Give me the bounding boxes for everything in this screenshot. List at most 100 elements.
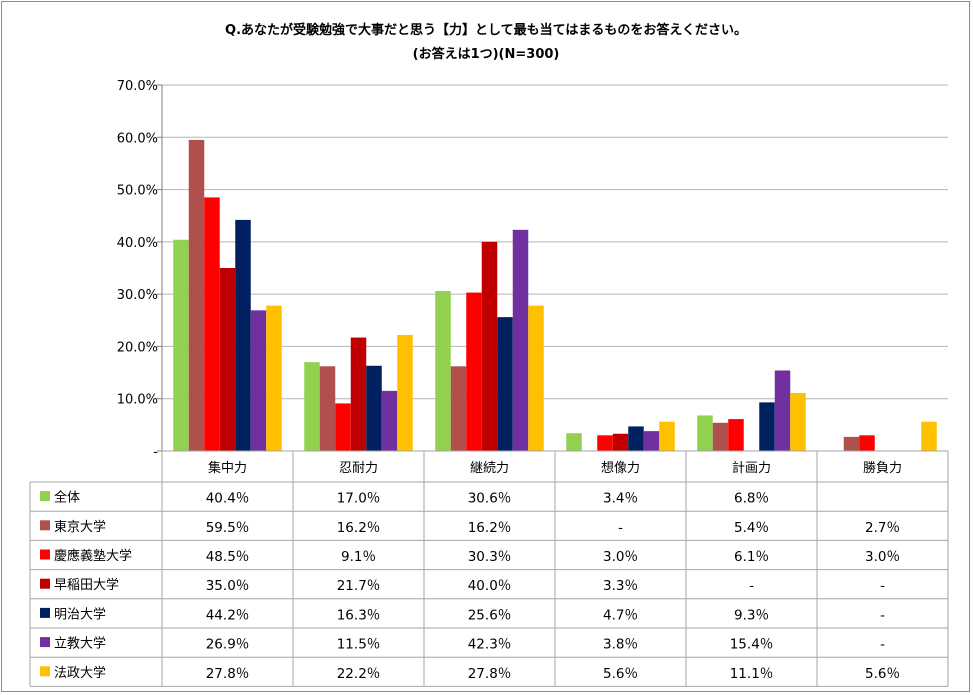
legend-swatch <box>40 520 50 531</box>
data-label: 42.3％ <box>468 637 512 653</box>
bar <box>266 305 282 451</box>
bar <box>304 362 320 451</box>
category-label: 集中力 <box>208 460 247 476</box>
bar <box>481 241 498 451</box>
bar <box>759 402 775 451</box>
bar <box>319 366 336 451</box>
data-label: 40.0％ <box>468 578 512 594</box>
legend-label: 法政大学 <box>54 665 106 681</box>
data-label: 30.3％ <box>468 549 512 565</box>
legend-swatch <box>40 578 50 589</box>
y-tick-label: 30.0% <box>117 288 158 303</box>
bar <box>497 317 513 451</box>
bar <box>435 291 451 451</box>
bar <box>659 421 675 451</box>
category-label: 勝負力 <box>863 461 902 476</box>
chart-title: Q.あなたが受験勉強で大事だと思う【力】として最も当てはまるものをお答えください… <box>225 22 747 38</box>
data-label: - <box>618 520 623 536</box>
data-label: 26.9％ <box>206 637 250 653</box>
y-tick-label: 10.0% <box>117 393 158 408</box>
data-label: 16.2％ <box>468 520 512 536</box>
bar <box>697 415 713 451</box>
legend-swatch <box>40 637 50 648</box>
bar <box>921 421 937 451</box>
data-label: - <box>880 578 885 594</box>
data-label: 25.6％ <box>468 607 512 623</box>
y-tick-label: - <box>153 445 158 460</box>
data-label: 3.8％ <box>603 637 638 653</box>
data-label: 15.4％ <box>730 637 774 653</box>
data-label: 11.5％ <box>337 637 381 653</box>
chart-subtitle: (お答えは1つ)(N=300) <box>413 46 560 62</box>
data-label: 3.0％ <box>865 549 900 565</box>
legend-swatch <box>40 666 50 677</box>
data-label: 3.4％ <box>603 491 638 507</box>
legend-swatch <box>40 607 50 618</box>
bar <box>843 436 860 451</box>
bar <box>204 197 220 451</box>
bar <box>335 403 351 451</box>
bar <box>597 435 613 451</box>
bar <box>712 422 729 451</box>
bar <box>173 239 189 451</box>
bar <box>528 305 544 451</box>
bar <box>366 365 382 451</box>
data-label: 17.0％ <box>337 491 381 507</box>
bar <box>612 433 629 451</box>
data-label: 5.6％ <box>603 666 638 682</box>
data-label: 44.2％ <box>206 607 250 623</box>
legend-label: 早稲田大学 <box>54 577 119 593</box>
legend-label: 全体 <box>54 490 80 506</box>
data-label: 2.7％ <box>865 520 900 536</box>
legend-label: 立教大学 <box>54 636 106 652</box>
data-label: 4.7％ <box>603 607 638 623</box>
bar <box>566 433 582 451</box>
category-label: 継続力 <box>470 461 509 476</box>
bar <box>450 366 467 451</box>
data-label: - <box>880 607 885 623</box>
bar <box>381 390 398 451</box>
category-label: 想像力 <box>601 460 640 476</box>
data-label: 9.1％ <box>341 549 376 565</box>
data-label: 30.6％ <box>468 491 512 507</box>
category-label: 忍耐力 <box>339 461 378 476</box>
axis-layer: - 10.0% 20.0% 30.0% 40.0% 50.0% 60.0% 70.0% <box>117 79 163 460</box>
bar <box>219 268 236 451</box>
data-label: 9.3％ <box>734 607 769 623</box>
bar <box>628 426 644 451</box>
legend-swatch <box>40 491 50 502</box>
data-label: 22.2％ <box>337 666 381 682</box>
data-label: 6.8％ <box>734 491 769 507</box>
data-label: 21.7％ <box>337 578 381 594</box>
legend-label: 慶應義塾大学 <box>54 548 132 564</box>
bar <box>466 292 482 451</box>
legend-label: 明治大学 <box>54 606 106 622</box>
data-label: - <box>749 578 754 594</box>
bar <box>397 334 413 451</box>
data-label: 3.3％ <box>603 578 638 594</box>
y-tick-label: 70.0% <box>117 79 158 94</box>
bar <box>350 337 367 451</box>
bar <box>235 219 251 451</box>
legend-label: 東京大学 <box>54 519 106 535</box>
data-label: 16.2％ <box>337 520 381 536</box>
data-label: 3.0％ <box>603 549 638 565</box>
data-label: 5.6％ <box>865 666 900 682</box>
bar <box>790 392 806 451</box>
y-tick-label: 20.0% <box>117 340 158 355</box>
legend-swatch <box>40 549 50 560</box>
y-tick-label: 50.0% <box>117 184 158 199</box>
data-label: - <box>880 637 885 653</box>
data-label: 48.5％ <box>206 549 250 565</box>
data-label: 5.4％ <box>734 520 769 536</box>
bar <box>250 310 267 451</box>
bar <box>774 370 791 451</box>
bar <box>728 419 744 451</box>
data-label: 40.4％ <box>206 491 250 507</box>
bar-layer <box>173 139 937 451</box>
y-tick-label: 60.0% <box>117 131 158 146</box>
data-label: 11.1％ <box>730 666 774 682</box>
data-label: 27.8％ <box>468 666 512 682</box>
data-label: 16.3％ <box>337 607 381 623</box>
